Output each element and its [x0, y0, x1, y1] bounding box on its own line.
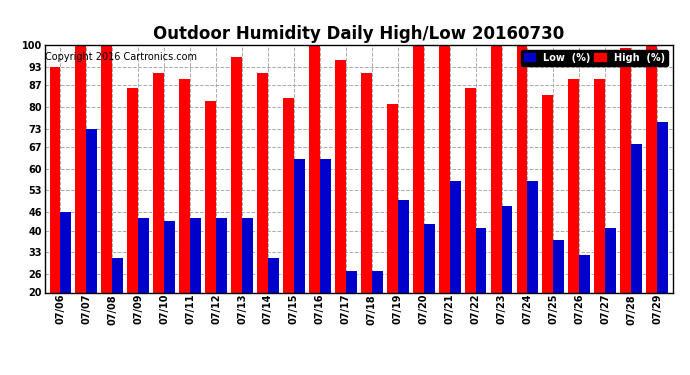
Bar: [569, 79, 580, 292]
Bar: [101, 45, 112, 292]
Bar: [631, 144, 642, 292]
Bar: [190, 218, 201, 292]
Bar: [502, 206, 513, 292]
Bar: [164, 221, 175, 292]
Bar: [179, 79, 190, 292]
Bar: [620, 48, 631, 292]
Bar: [594, 79, 605, 292]
Bar: [450, 181, 460, 292]
Bar: [647, 45, 657, 292]
Bar: [542, 94, 553, 292]
Title: Outdoor Humidity Daily High/Low 20160730: Outdoor Humidity Daily High/Low 20160730: [153, 26, 564, 44]
Bar: [553, 240, 564, 292]
Bar: [413, 45, 424, 292]
Bar: [138, 218, 149, 292]
Bar: [283, 98, 294, 292]
Text: Copyright 2016 Cartronics.com: Copyright 2016 Cartronics.com: [46, 53, 197, 62]
Bar: [605, 228, 616, 292]
Bar: [242, 218, 253, 292]
Bar: [268, 258, 279, 292]
Bar: [464, 88, 475, 292]
Bar: [439, 45, 450, 292]
Bar: [153, 73, 164, 292]
Bar: [346, 271, 357, 292]
Bar: [231, 57, 242, 292]
Bar: [527, 181, 538, 292]
Bar: [112, 258, 124, 292]
Bar: [320, 159, 331, 292]
Legend: Low  (%), High  (%): Low (%), High (%): [521, 50, 668, 66]
Bar: [361, 73, 372, 292]
Bar: [128, 88, 138, 292]
Bar: [517, 45, 527, 292]
Bar: [294, 159, 305, 292]
Bar: [657, 122, 668, 292]
Bar: [50, 67, 61, 292]
Bar: [86, 129, 97, 292]
Bar: [257, 73, 268, 292]
Bar: [205, 101, 216, 292]
Bar: [397, 200, 408, 292]
Bar: [424, 224, 435, 292]
Bar: [61, 212, 71, 292]
Bar: [309, 45, 320, 292]
Bar: [475, 228, 486, 292]
Bar: [335, 60, 346, 292]
Bar: [387, 104, 397, 292]
Bar: [491, 45, 502, 292]
Bar: [216, 218, 227, 292]
Bar: [580, 255, 590, 292]
Bar: [372, 271, 383, 292]
Bar: [75, 45, 86, 292]
